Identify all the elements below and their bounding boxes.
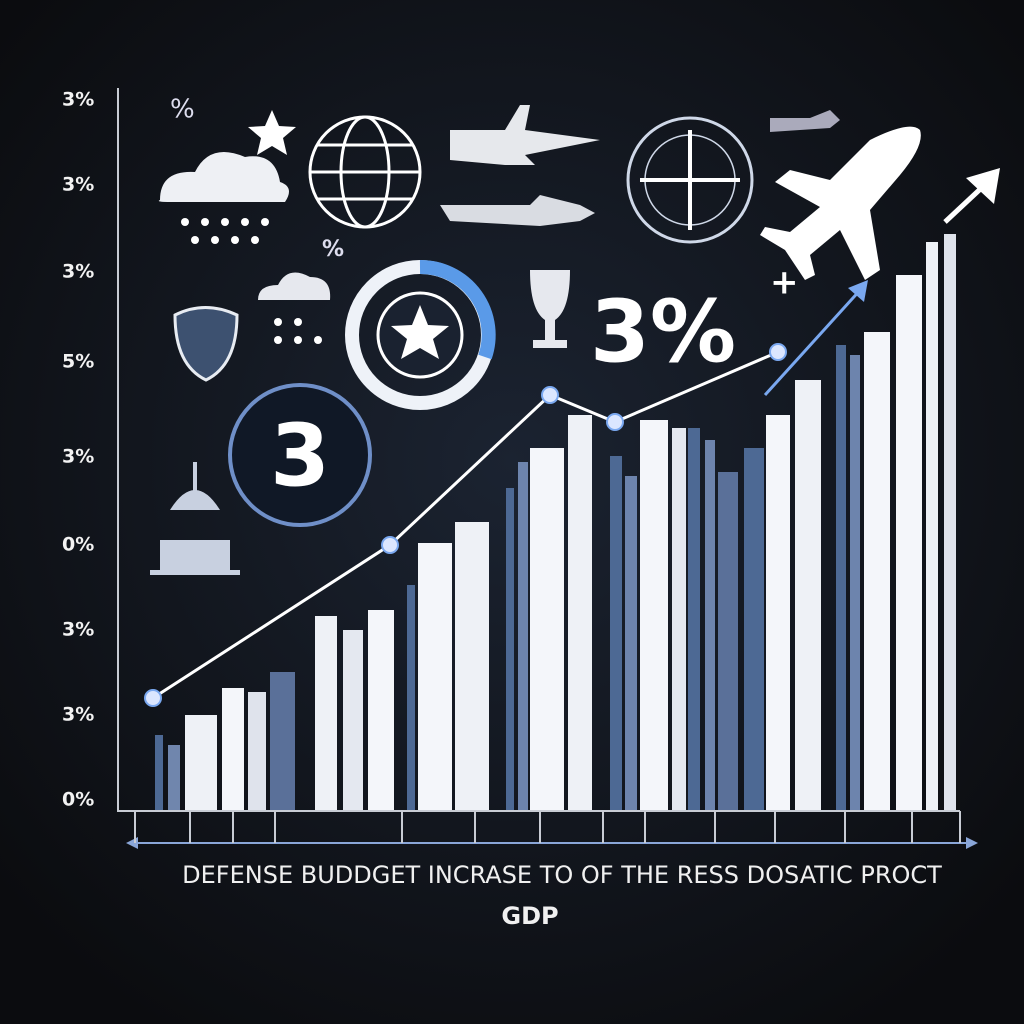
jet-icon: [770, 110, 840, 132]
axis-label: 3%: [62, 704, 94, 726]
donut-segment: [419, 259, 496, 360]
axis-label: 3%: [62, 446, 94, 468]
bar: [718, 472, 738, 811]
trend-points: [144, 343, 787, 707]
globe-icon: [308, 115, 422, 229]
trend-arrow: [763, 286, 864, 397]
plane-icon: [760, 126, 921, 281]
axis-labels: 3% 3% 3% 5% 3% 0% 3% 3% 0%: [62, 89, 94, 811]
capitol-icon: [150, 462, 240, 575]
bar: [455, 522, 489, 811]
bar: [744, 448, 764, 811]
bar: [568, 415, 592, 811]
bar: [418, 543, 452, 811]
x-ticks: [134, 811, 961, 843]
bar: [530, 448, 564, 811]
bar: [407, 585, 415, 811]
radar-icon: [626, 116, 754, 244]
cloud-icon: [158, 152, 289, 202]
bar: [368, 610, 394, 811]
bar: [944, 234, 956, 811]
bar: [270, 672, 295, 811]
axis-label: 3%: [62, 261, 94, 283]
axis-label: 3%: [62, 619, 94, 641]
bar: [625, 476, 637, 811]
jet-icon: [440, 195, 595, 226]
bar: [222, 688, 244, 811]
jet-icon: [450, 105, 600, 165]
trophy-icon: [530, 270, 570, 348]
icon-percent: %: [322, 237, 344, 262]
bar: [506, 488, 514, 811]
bar: [850, 355, 860, 811]
cloud-icon: [258, 272, 331, 300]
ring-number: 3: [270, 406, 330, 506]
bar: [610, 456, 622, 811]
caption-line: GDP: [501, 902, 558, 930]
number-ring: [228, 383, 372, 527]
bar: [315, 616, 337, 811]
bar: [795, 380, 821, 811]
bar: [672, 428, 686, 811]
bar: [896, 275, 922, 811]
rain-dots: [181, 218, 322, 344]
growth-arrow-head: [966, 168, 1000, 204]
donut-star: [391, 305, 449, 359]
caption-line: DEFENSE BUDDGET INCRASE TO OF THE RESS D…: [182, 861, 942, 889]
badge-text: 3%: [590, 282, 736, 382]
icon-percent: %: [170, 95, 195, 125]
bar: [518, 462, 528, 811]
axis-label: 3%: [62, 89, 94, 111]
star-icon: [248, 110, 296, 155]
axis-label: 0%: [62, 789, 94, 811]
shield-icon: [173, 306, 239, 382]
bar: [926, 242, 938, 811]
badge-plus: +: [770, 263, 799, 303]
bar-group: [155, 234, 956, 811]
bar: [836, 345, 846, 811]
bar: [343, 630, 363, 811]
axis-label: 5%: [62, 351, 94, 373]
bar: [688, 428, 700, 811]
bar: [185, 715, 217, 811]
bar: [864, 332, 890, 811]
bar: [766, 415, 790, 811]
axis-label: 0%: [62, 534, 94, 556]
bar: [248, 692, 266, 811]
bar: [640, 420, 668, 811]
bar: [705, 440, 715, 811]
axis-label: 3%: [62, 174, 94, 196]
bar: [155, 735, 163, 811]
trend-arrow-head: [848, 280, 868, 302]
bar: [168, 745, 180, 811]
